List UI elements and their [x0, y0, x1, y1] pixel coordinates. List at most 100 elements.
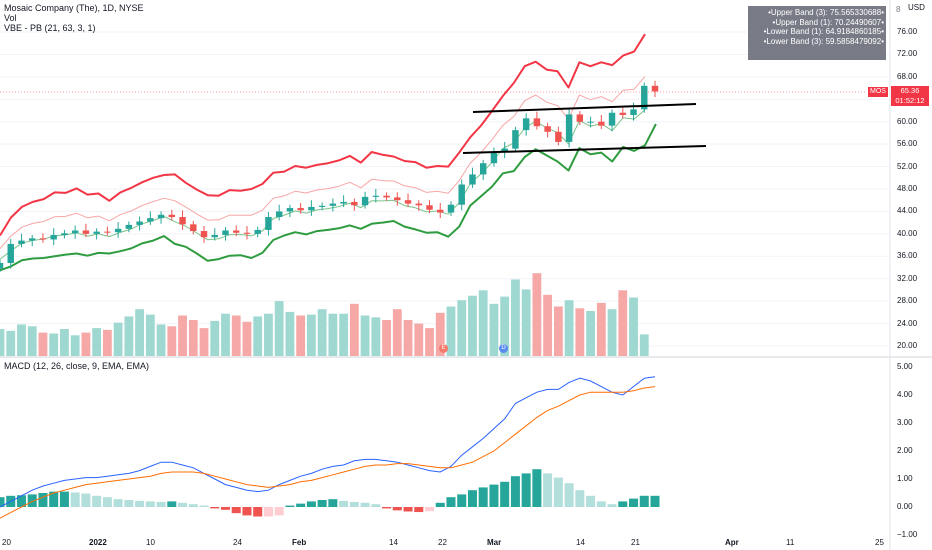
- resistance-trendline[interactable]: [472, 103, 697, 113]
- volume-bar: [113, 322, 123, 356]
- lower-band-1-value: •Lower Band (1): 64.9184860185•: [763, 27, 884, 36]
- candle-body: [490, 152, 498, 164]
- candle-body: [437, 209, 444, 213]
- histogram-bar: [639, 495, 649, 507]
- histogram-bar: [178, 502, 188, 507]
- histogram-bar: [81, 493, 91, 507]
- histogram-bar: [489, 484, 499, 507]
- price-tick-label: 20.00: [897, 341, 918, 350]
- earnings-marker[interactable]: E: [439, 344, 448, 353]
- volume-bar: [478, 290, 488, 356]
- volume-bar: [382, 320, 391, 356]
- indicator-legend[interactable]: VBE - PB (21, 63, 3, 1): [4, 23, 96, 33]
- time-tick-label: 20: [2, 538, 11, 547]
- candle-body: [243, 232, 251, 234]
- volume-bar: [489, 303, 499, 356]
- band-values-tooltip: •Upper Band (3): 75.565330688• •Upper Ba…: [748, 6, 886, 60]
- signal-path: [0, 386, 656, 519]
- histogram-bar: [274, 507, 284, 516]
- histogram-bar: [532, 469, 542, 507]
- volume-bar: [124, 316, 134, 356]
- volume-bar: [81, 332, 91, 356]
- volume-bar: [596, 302, 606, 356]
- volume-bar: [468, 295, 477, 356]
- candle-body: [641, 85, 648, 110]
- candle-body: [544, 126, 551, 132]
- volume-bar: [371, 317, 381, 356]
- histogram-bar: [210, 507, 220, 509]
- candle-body: [630, 109, 637, 115]
- candle-body: [254, 229, 261, 234]
- volume-bar: [618, 290, 628, 356]
- histogram-bar: [500, 481, 510, 507]
- scale-indicator[interactable]: 8: [896, 5, 901, 14]
- trendlines[interactable]: [462, 103, 707, 154]
- lower-band-3-value: •Lower Band (3): 59.5858479092•: [763, 36, 884, 46]
- macd-path: [0, 376, 656, 508]
- time-tick-label: 21: [631, 538, 640, 547]
- candle-body: [522, 118, 530, 131]
- histogram-bar: [510, 476, 520, 507]
- price-tick-label: 36.00: [897, 251, 918, 261]
- volume-bar: [167, 326, 177, 356]
- histogram-bar: [0, 497, 5, 507]
- volume-bar: [38, 332, 48, 356]
- symbol-title[interactable]: Mosaic Company (The), 1D, NYSE: [4, 3, 144, 13]
- macd-tick-label: 0.00: [897, 502, 913, 511]
- candle-body: [200, 231, 208, 238]
- histogram-bar: [59, 491, 69, 507]
- candle-body: [318, 205, 326, 207]
- histogram-bar: [253, 507, 263, 517]
- volume-bar: [306, 314, 316, 356]
- candle-body: [598, 121, 605, 126]
- histogram-bar: [38, 493, 48, 507]
- histogram-bar: [296, 503, 306, 507]
- histogram-bar: [618, 501, 628, 507]
- histogram-bar: [371, 504, 381, 507]
- macd-tick-label: 1.00: [897, 474, 913, 483]
- last-price: 65.36: [900, 86, 920, 95]
- macd-legend[interactable]: MACD (12, 26, close, 9, EMA, EMA): [4, 361, 150, 371]
- volume-bar: [274, 301, 284, 356]
- macd-tick-label: 3.00: [897, 418, 913, 427]
- histogram-bar: [446, 497, 456, 507]
- histogram-bar: [113, 499, 123, 507]
- histogram-bar: [521, 473, 531, 507]
- volume-legend[interactable]: Vol: [4, 13, 17, 23]
- volume-bar: [349, 303, 359, 356]
- candle-body: [479, 163, 487, 175]
- candle-body: [394, 197, 401, 201]
- volume-bar: [425, 328, 434, 356]
- candle-body: [82, 230, 90, 234]
- volume-bar: [102, 329, 112, 356]
- time-tick-label: 10: [146, 538, 155, 547]
- support-trendline[interactable]: [462, 145, 707, 154]
- histogram-bar: [478, 487, 488, 507]
- price-tick-label: 76.00: [897, 27, 918, 36]
- price-tick-label: 24.00: [897, 318, 918, 328]
- candle-body: [50, 234, 57, 240]
- volume-bar: [70, 335, 80, 356]
- candle-body: [651, 85, 659, 92]
- candle-body: [39, 238, 47, 240]
- bar-countdown: 01:52:12: [895, 96, 925, 105]
- volume-bar: [521, 289, 531, 356]
- histogram-bar: [467, 490, 477, 507]
- candle-body: [7, 243, 14, 264]
- histogram-bar: [392, 507, 402, 511]
- price-tick-label: 56.00: [897, 139, 918, 149]
- dividend-marker[interactable]: D: [499, 344, 508, 353]
- volume-bar: [253, 316, 263, 356]
- volume-bar: [135, 309, 144, 356]
- upper-band-1-value: •Upper Band (1): 70.24490607•: [772, 17, 884, 27]
- volume-bar: [639, 334, 649, 356]
- volume-bar: [339, 313, 349, 356]
- histogram-bar: [199, 505, 209, 507]
- candlesticks[interactable]: [0, 80, 659, 272]
- volume-bar: [210, 320, 220, 356]
- candle-body: [501, 148, 508, 153]
- volume-bar: [629, 297, 638, 356]
- currency-label[interactable]: USD: [908, 3, 925, 12]
- volume-bar: [60, 329, 69, 356]
